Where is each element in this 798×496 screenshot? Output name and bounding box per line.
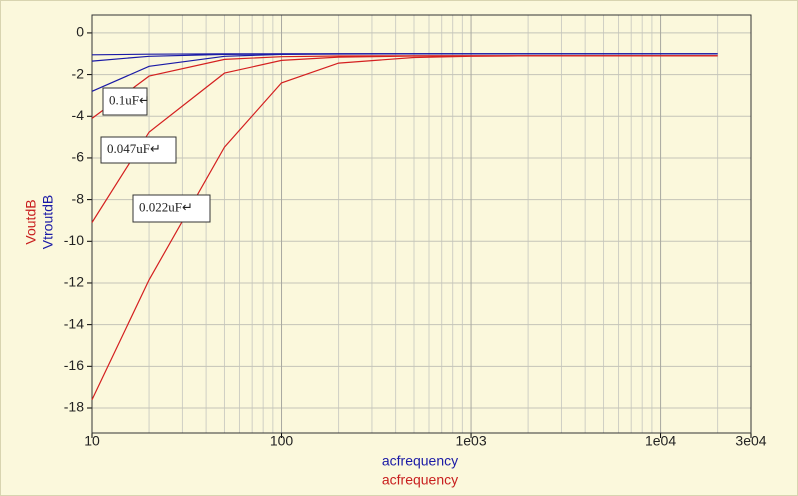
- x-axis-label: acfrequency: [382, 472, 458, 488]
- y-tick-label: 0: [76, 24, 84, 40]
- x-tick-label: 10: [84, 433, 100, 449]
- annotation-box: [132, 194, 211, 223]
- y-tick-label: -12: [64, 274, 84, 290]
- y-axis-label: VtroutdB: [40, 195, 56, 249]
- y-tick-label: -18: [64, 399, 84, 415]
- y-tick-label: -2: [72, 65, 85, 81]
- y-tick-label: -6: [72, 149, 85, 165]
- x-tick-label: 1e04: [645, 433, 676, 449]
- plot-border: [91, 14, 752, 434]
- annotation: 0.022uF↵: [139, 199, 193, 214]
- x-tick-label: 1e03: [455, 433, 486, 449]
- annotation: 0.1uF↵: [109, 92, 150, 107]
- y-tick-label: -14: [64, 315, 84, 331]
- x-tick-label: 3e04: [735, 433, 766, 449]
- x-tick-label: 100: [270, 433, 294, 449]
- y-tick-label: -8: [72, 190, 85, 206]
- annotation-box: [100, 136, 177, 164]
- y-tick-label: -10: [64, 232, 84, 248]
- y-tick-label: -4: [72, 107, 85, 123]
- x-axis-label: acfrequency: [382, 453, 458, 469]
- series-line: [91, 55, 718, 400]
- annotation-box: [102, 87, 148, 116]
- plot-area: [92, 15, 751, 433]
- y-tick-label: -16: [64, 357, 84, 373]
- annotation: 0.047uF↵: [107, 141, 161, 156]
- y-axis-label: VoutdB: [23, 199, 39, 244]
- series-line: [91, 53, 718, 92]
